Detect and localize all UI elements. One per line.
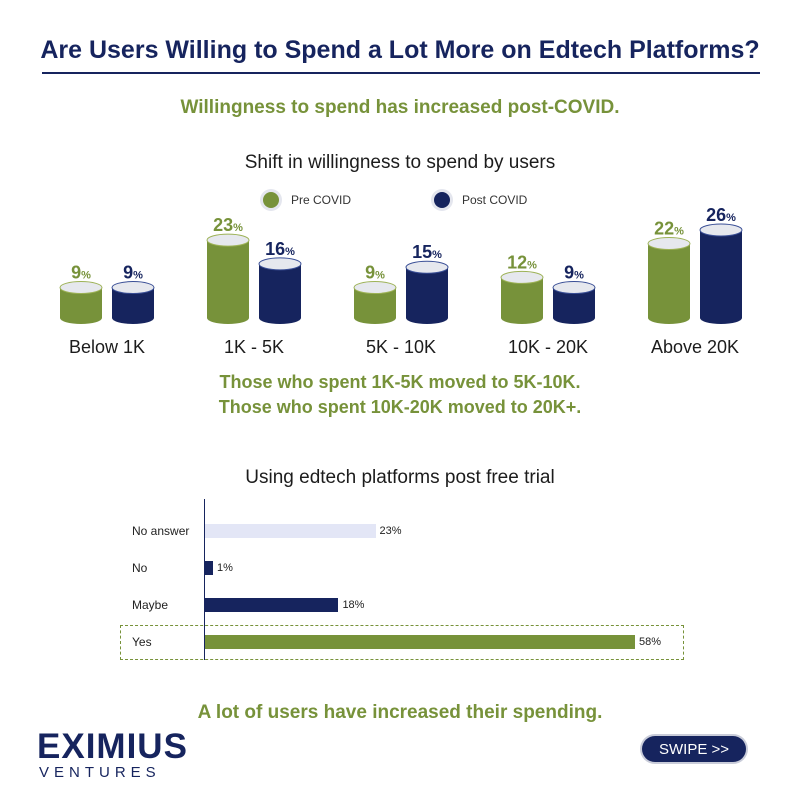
hbar-maybe <box>205 598 339 612</box>
category-label-below-1k: Below 1K <box>68 337 146 357</box>
data-label-pre-covid-below-1k: 9% <box>71 263 91 283</box>
bar-pre-covid-above-20k: 22% <box>647 219 691 324</box>
data-label-post-covid-10k-20k: 9% <box>564 263 584 283</box>
page-subtitle: Willingness to spend has increased post-… <box>180 97 620 118</box>
category-label-1k-5k: 1K - 5K <box>223 337 285 357</box>
legend-pre-covid-label: Pre COVID <box>291 193 352 207</box>
data-label-post-covid-1k-5k: 16% <box>265 239 295 259</box>
data-label-pre-covid-10k-20k: 12% <box>507 252 537 272</box>
legend-item-pre-covid: Pre COVID <box>263 189 351 211</box>
data-label-post-covid-above-20k: 26% <box>706 205 736 225</box>
category-label-10k-20k: 10K - 20K <box>507 337 589 357</box>
yes-highlight-box <box>120 625 684 660</box>
bar-pre-covid-10k-20k: 12% <box>500 252 544 324</box>
legend-item-post-covid: Post COVID <box>434 189 527 211</box>
logo-subtitle: VENTURES <box>39 764 161 781</box>
legend-pre-covid-swatch-icon <box>263 192 279 208</box>
chart-2-title: Using edtech platforms post free trial <box>245 467 555 488</box>
insight-note-2: Those who spent 10K-20K moved to 20K+. <box>218 397 582 417</box>
data-label-pre-covid-above-20k: 22% <box>654 219 684 239</box>
hbar-label-yes: Yes <box>132 635 152 649</box>
legend-post-covid-swatch-icon <box>434 192 450 208</box>
chart-1-title: Shift in willingness to spend by users <box>244 152 556 173</box>
insight-note-1: Those who spent 1K-5K moved to 5K-10K. <box>219 372 581 392</box>
title-underline <box>42 72 760 74</box>
page-title: Are Users Willing to Spend a Lot More on… <box>40 36 760 64</box>
data-label-post-covid-5k-10k: 15% <box>412 242 442 262</box>
bar-post-covid-above-20k: 26% <box>699 205 743 324</box>
hbar-no <box>205 561 213 575</box>
category-label-5k-10k: 5K - 10K <box>365 337 437 357</box>
legend-post-covid-label: Post COVID <box>462 193 528 207</box>
logo-wordmark: EXIMIUS <box>37 727 188 766</box>
data-label-post-covid-below-1k: 9% <box>123 263 143 283</box>
bar-post-covid-5k-10k: 15% <box>405 242 449 324</box>
conclusion-text: A lot of users have increased their spen… <box>197 702 603 723</box>
chart-2-axis <box>204 499 205 660</box>
hbar-yes <box>205 635 635 649</box>
bar-pre-covid-5k-10k: 9% <box>353 263 397 324</box>
hbar-value-no-answer: 23% <box>379 525 402 537</box>
bar-post-covid-1k-5k: 16% <box>258 239 302 324</box>
hbar-label-no: No <box>132 561 148 575</box>
bar-pre-covid-1k-5k: 23% <box>206 215 250 324</box>
hbar-value-no: 1% <box>217 562 233 574</box>
bar-pre-covid-below-1k: 9% <box>59 263 103 324</box>
hbar-label-no-answer: No answer <box>132 524 190 538</box>
hbar-value-yes: 58% <box>639 636 662 648</box>
hbar-label-maybe: Maybe <box>132 598 169 612</box>
bar-post-covid-10k-20k: 9% <box>552 263 596 324</box>
hbar-no-answer <box>205 524 376 538</box>
hbar-value-maybe: 18% <box>342 599 365 611</box>
chart-1-cylinders: 9% 9% 23% 16% 9% 15% 12% 9% 22% 26% <box>59 205 743 324</box>
bar-post-covid-below-1k: 9% <box>111 263 155 324</box>
data-label-pre-covid-1k-5k: 23% <box>213 215 243 235</box>
data-label-pre-covid-5k-10k: 9% <box>365 263 385 283</box>
category-label-above-20k: Above 20K <box>650 337 740 357</box>
swipe-button[interactable]: SWIPE >> <box>642 736 746 762</box>
